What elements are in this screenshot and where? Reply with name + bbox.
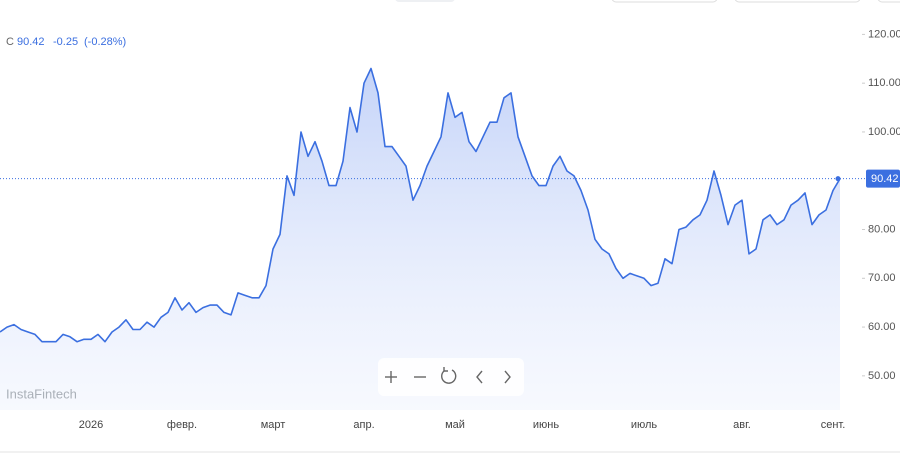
scroll-left-button[interactable] [476,370,483,384]
x-tick-label: май [445,419,465,431]
x-tick-label: июнь [533,419,559,431]
price-line [0,67,841,343]
x-tick-label: сент. [821,419,846,431]
x-tick-label: февр. [167,419,197,431]
top-control[interactable] [395,0,455,2]
y-tick-label: 50.00 [868,370,896,382]
change-percent: (-0.28%) [84,36,126,48]
y-tick-label: 120.00 [868,28,900,40]
x-tick-label: июль [631,419,658,431]
symbol: С [6,36,14,48]
scroll-right-button[interactable] [504,370,511,384]
controls-panel [378,358,524,396]
top-control[interactable] [877,0,900,3]
watermark: InstaFintech [6,386,77,401]
x-tick-label: март [261,419,286,431]
x-tick-label: апр. [353,419,374,431]
y-tick-label: 100.00 [868,126,900,138]
area [0,68,840,410]
last-point [835,176,841,182]
zoom-controls [378,358,524,396]
last-price-badge [866,169,900,188]
last-price: 90.42 [17,36,45,48]
y-tick-label: 110.00 [868,77,900,89]
y-tick-label: 80.00 [868,223,896,235]
x-tick-label: 2026 [79,419,103,431]
x-tick-label: авг. [733,419,751,431]
last-price-label: 90.42 [871,173,899,185]
top-control[interactable] [611,0,718,3]
y-tick-label: 70.00 [868,272,896,284]
y-tick-label: 60.00 [868,321,896,333]
zoom-in-button[interactable] [385,371,397,383]
top-control[interactable] [734,0,861,3]
change: -0.25 [53,36,78,48]
reset-button[interactable] [441,367,457,384]
